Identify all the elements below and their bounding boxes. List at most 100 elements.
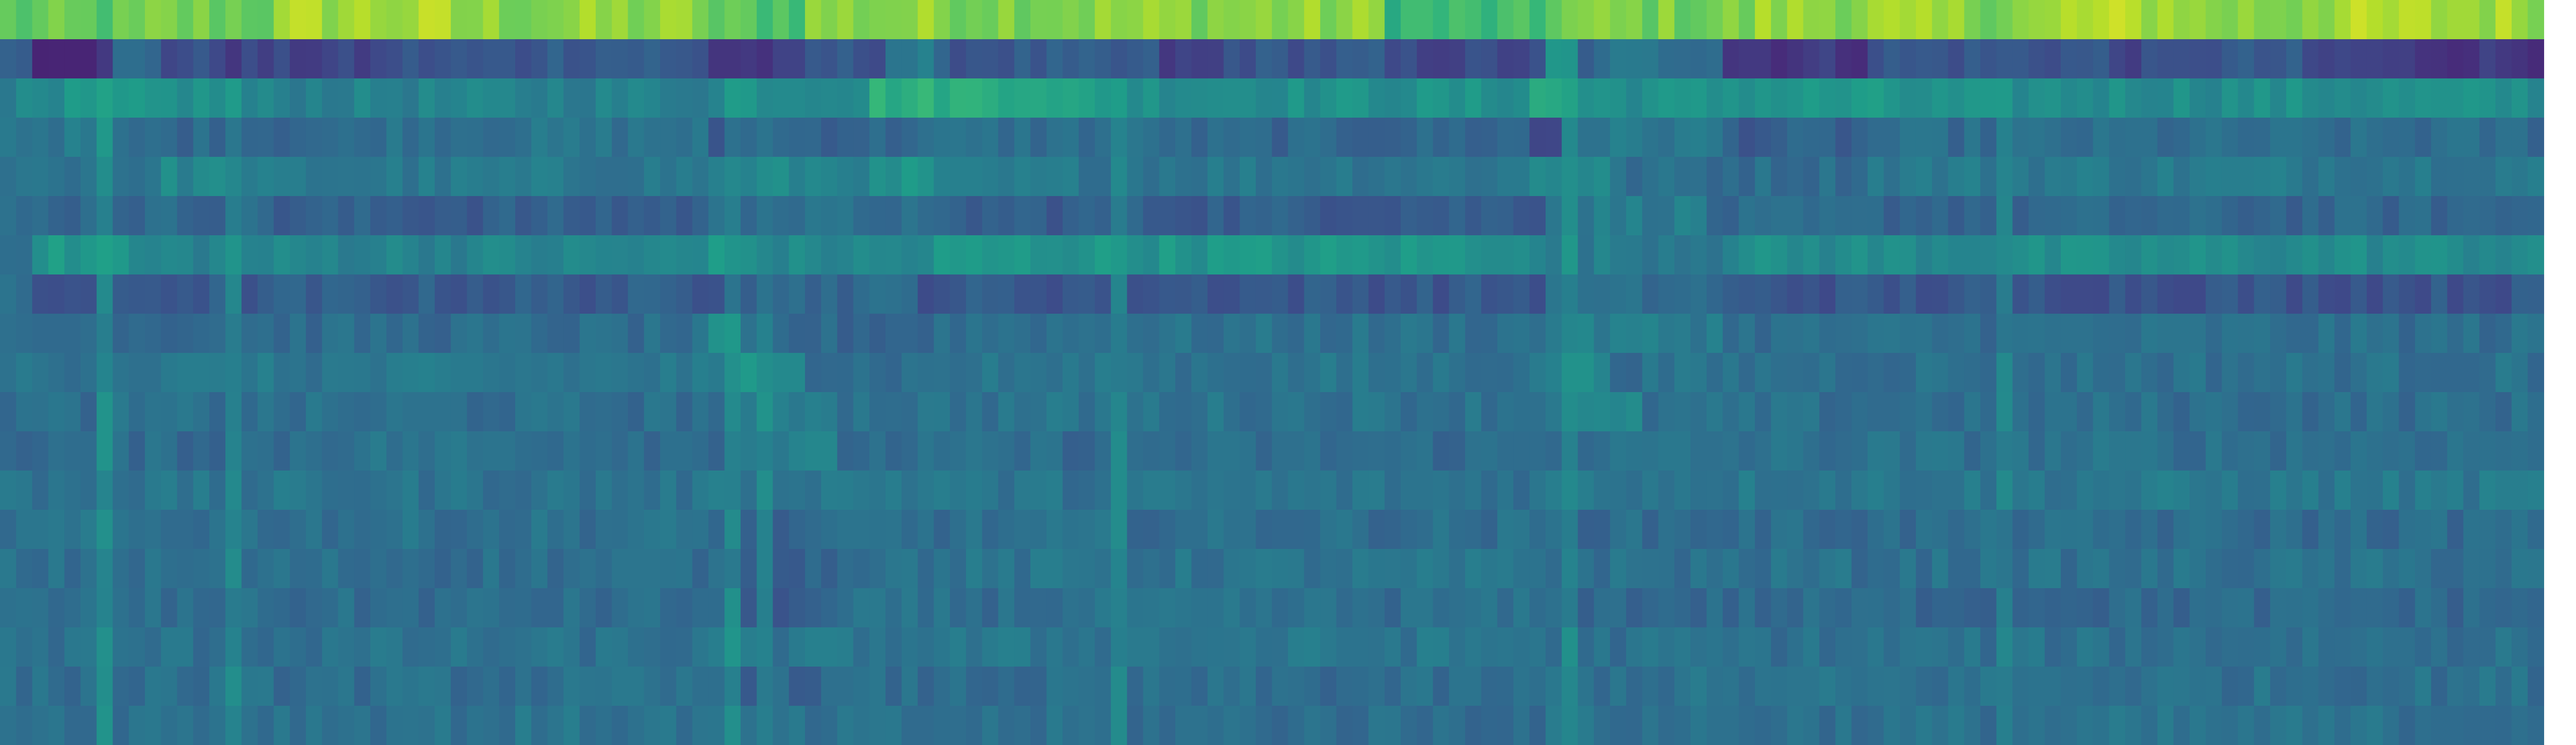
heatmap-cell (1416, 274, 1434, 314)
heatmap-cell (2302, 314, 2319, 353)
heatmap-cell (2479, 431, 2496, 471)
heatmap-cell (1964, 274, 1981, 314)
heatmap-cell (386, 510, 403, 549)
heatmap-cell (2447, 471, 2464, 510)
heatmap-cell (2351, 274, 2367, 314)
heatmap-cell (2206, 627, 2222, 667)
heatmap-cell (595, 78, 612, 118)
heatmap-cell (917, 510, 934, 549)
heatmap-cell (853, 353, 870, 393)
heatmap-cell (2527, 471, 2545, 510)
heatmap-cell (1594, 392, 1610, 432)
heatmap-cell (450, 549, 468, 589)
heatmap-cell (1932, 0, 1949, 40)
heatmap-cell (563, 0, 580, 40)
heatmap-cell (2173, 510, 2190, 549)
heatmap-cell (354, 118, 371, 157)
heatmap-cell (1497, 627, 1514, 667)
heatmap-cell (2270, 39, 2287, 79)
heatmap-cell (2318, 588, 2335, 628)
heatmap-cell (2109, 274, 2126, 314)
heatmap-cell (1062, 157, 1079, 197)
heatmap-cell (1110, 627, 1128, 667)
heatmap-cell (435, 314, 451, 353)
heatmap-cell (1722, 392, 1739, 432)
heatmap-cell (1191, 274, 1208, 314)
heatmap-cell (1368, 314, 1385, 353)
heatmap-cell (193, 588, 210, 628)
heatmap-cell (1207, 314, 1224, 353)
heatmap-cell (2173, 431, 2190, 471)
heatmap-cell (418, 196, 435, 236)
heatmap-cell (1739, 314, 1755, 353)
heatmap-cell (322, 353, 339, 393)
heatmap-cell (2189, 706, 2206, 745)
heatmap-cell (1883, 157, 1900, 197)
heatmap-cell (1095, 274, 1111, 314)
heatmap-cell (1368, 510, 1385, 549)
heatmap-cell (901, 588, 918, 628)
heatmap-cell (595, 314, 612, 353)
heatmap-cell (950, 118, 967, 157)
heatmap-cell (2302, 667, 2319, 706)
heatmap-cell (1835, 667, 1852, 706)
heatmap-cell (1883, 510, 1900, 549)
heatmap-cell (225, 627, 242, 667)
heatmap-cell (80, 235, 97, 275)
heatmap-cell (2061, 588, 2078, 628)
heatmap-cell (1529, 314, 1546, 353)
heatmap-cell (1095, 235, 1111, 275)
heatmap-cell (2399, 118, 2415, 157)
heatmap-cell (1304, 235, 1321, 275)
heatmap-cell (1883, 667, 1900, 706)
heatmap-cell (708, 510, 725, 549)
heatmap-cell (129, 706, 145, 745)
heatmap-cell (676, 667, 693, 706)
heatmap-cell (885, 471, 902, 510)
heatmap-cell (1095, 353, 1111, 393)
heatmap-cell (1175, 39, 1192, 79)
heatmap-cell (1722, 588, 1739, 628)
heatmap-cell (2302, 549, 2319, 589)
heatmap-cell (547, 510, 564, 549)
heatmap-cell (2012, 549, 2029, 589)
heatmap-cell (1980, 627, 1997, 667)
heatmap-cell (756, 431, 774, 471)
heatmap-cell (1835, 118, 1852, 157)
heatmap-cell (1755, 118, 1772, 157)
heatmap-cell (1272, 510, 1289, 549)
heatmap-cell (1964, 706, 1981, 745)
heatmap-cell (756, 235, 774, 275)
heatmap-cell (740, 274, 757, 314)
heatmap-cell (2093, 0, 2109, 40)
heatmap-cell (1207, 235, 1224, 275)
heatmap-cell (322, 431, 339, 471)
heatmap-cell (2061, 157, 2078, 197)
heatmap-cell (2221, 471, 2239, 510)
heatmap-cell (305, 431, 323, 471)
heatmap-cell (1787, 510, 1804, 549)
heatmap-cell (2076, 706, 2094, 745)
heatmap-cell (1465, 0, 1482, 40)
heatmap-cell (515, 706, 532, 745)
heatmap-cell (1626, 471, 1643, 510)
heatmap-cell (1465, 510, 1482, 549)
heatmap-cell (547, 392, 564, 432)
heatmap-cell (370, 706, 387, 745)
heatmap-cell (1465, 706, 1482, 745)
heatmap-cell (1594, 196, 1610, 236)
heatmap-cell (2141, 0, 2158, 40)
heatmap-cell (2093, 392, 2109, 432)
heatmap-cell (1594, 0, 1610, 40)
heatmap-cell (1497, 431, 1514, 471)
heatmap-cell (756, 667, 774, 706)
heatmap-cell (305, 235, 323, 275)
heatmap-cell (2382, 157, 2400, 197)
heatmap-cell (48, 667, 65, 706)
heatmap-cell (2093, 627, 2109, 667)
heatmap-cell (2527, 235, 2545, 275)
heatmap-cell (305, 549, 323, 589)
heatmap-cell (209, 706, 226, 745)
heatmap-cell (1095, 78, 1111, 118)
heatmap-cell (418, 706, 435, 745)
